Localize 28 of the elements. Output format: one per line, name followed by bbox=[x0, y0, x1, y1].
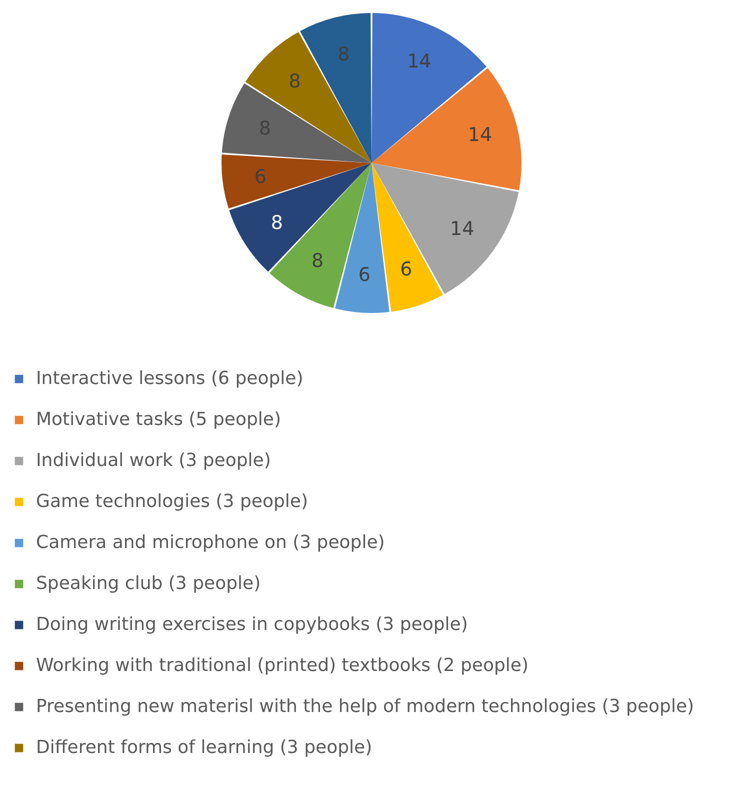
legend-label: Individual work (3 people) bbox=[36, 450, 271, 471]
data-label: 6 bbox=[254, 166, 266, 188]
legend-label: Speaking club (3 people) bbox=[36, 573, 261, 594]
data-label: 14 bbox=[450, 218, 474, 240]
legend-label: Interactive lessons (6 people) bbox=[36, 368, 304, 389]
pie-slice bbox=[335, 163, 390, 313]
legend-label: Doing writing exercises in copybooks (3 people) bbox=[36, 614, 468, 635]
pie-slice bbox=[372, 68, 522, 190]
pie-slice bbox=[245, 32, 372, 163]
data-label: 8 bbox=[288, 70, 301, 92]
legend-label: Game technologies (3 people) bbox=[36, 491, 308, 512]
legend-label: Motivative tasks (5 people) bbox=[36, 409, 282, 430]
pie-slice bbox=[222, 154, 372, 208]
data-label: 14 bbox=[468, 124, 492, 146]
legend-label: Different forms of learning (3 people) bbox=[36, 737, 372, 758]
data-label: 14 bbox=[407, 50, 432, 73]
data-label: 6 bbox=[358, 264, 371, 286]
data-label: 6 bbox=[400, 258, 412, 281]
data-label: 8 bbox=[338, 44, 350, 66]
pie-slice bbox=[300, 13, 372, 163]
data-label: 8 bbox=[270, 212, 283, 234]
pie-slice bbox=[372, 163, 443, 312]
legend-label: Camera and microphone on (3 people) bbox=[36, 532, 385, 553]
pie-slice bbox=[372, 163, 519, 294]
pie-slice bbox=[269, 163, 372, 308]
legend-label: Working with traditional (printed) textbooks (2 people) bbox=[36, 655, 528, 676]
legend-label: Presenting new materisl with the help of modern technologies (3 people) bbox=[36, 696, 694, 717]
data-label: 8 bbox=[311, 250, 324, 272]
